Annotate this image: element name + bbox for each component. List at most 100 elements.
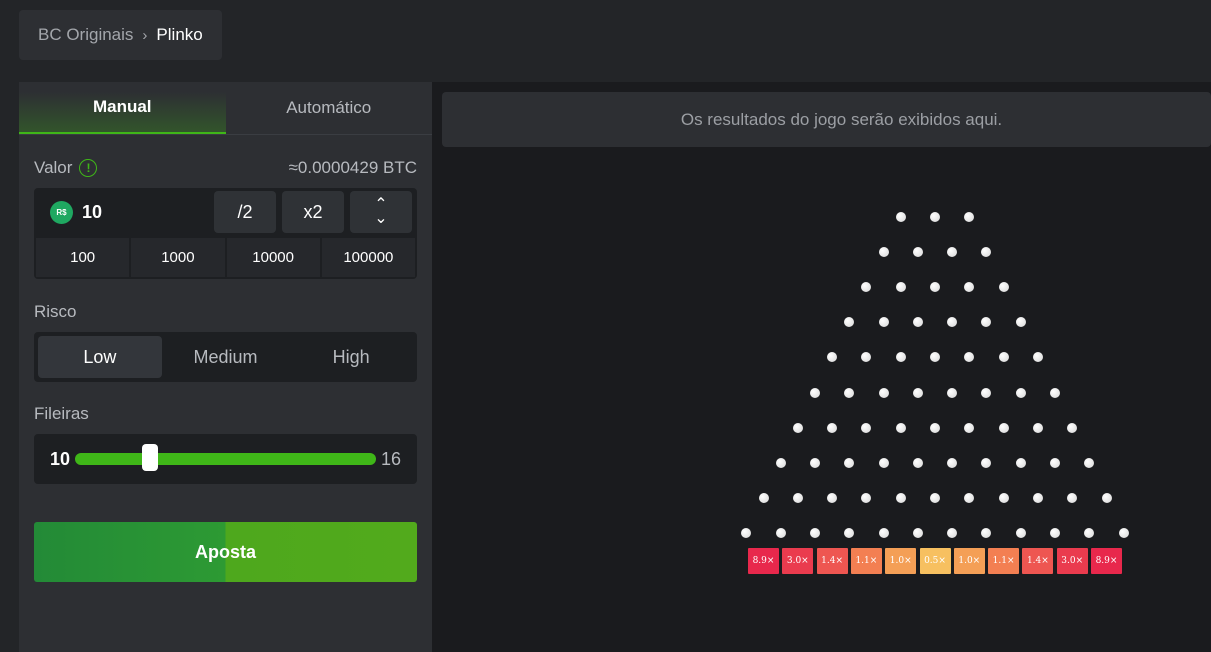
plinko-pin — [1084, 527, 1095, 538]
breadcrumb-link-bc-originais[interactable]: BC Originais — [38, 25, 134, 44]
results-placeholder: Os resultados do jogo serão exibidos aqu… — [680, 109, 1003, 129]
plinko-pin — [809, 527, 820, 538]
btc-conversion: ≈0.0000429 BTC — [288, 158, 417, 177]
info-icon[interactable]: ! — [79, 159, 98, 177]
preset-10000[interactable]: 10000 — [226, 238, 320, 277]
plinko-pin — [998, 282, 1009, 293]
plinko-pin — [1015, 527, 1026, 538]
rows-max-value: 16 — [380, 449, 401, 469]
plinko-pin — [1101, 492, 1112, 503]
multiplier-slot: 1.1× — [850, 548, 882, 574]
rows-slider-thumb[interactable] — [142, 444, 159, 471]
rows-slider-track[interactable] — [75, 453, 376, 465]
plinko-pin — [964, 282, 975, 293]
results-bar: Os resultados do jogo serão exibidos aqu… — [442, 92, 1211, 147]
plinko-pin — [947, 317, 958, 328]
multiplier-slot: 3.0× — [782, 548, 814, 574]
plinko-pin — [895, 282, 906, 293]
preset-1000[interactable]: 1000 — [131, 238, 225, 277]
plinko-pin — [844, 387, 855, 398]
plinko-pin — [878, 387, 889, 398]
rows-min-value: 10 — [50, 449, 71, 469]
plinko-pin — [1032, 352, 1043, 363]
plinko-pin — [1050, 387, 1061, 398]
double-button[interactable]: x2 — [282, 191, 344, 233]
bet-amount-value: 10 — [82, 201, 103, 222]
plinko-pin — [930, 282, 940, 293]
plinko-pin — [981, 457, 992, 468]
plinko-pin — [792, 422, 803, 433]
preset-100[interactable]: 100 — [36, 238, 130, 277]
risk-low[interactable]: Low — [38, 336, 162, 378]
plinko-pin — [998, 492, 1009, 503]
brl-coin-icon: R$ — [50, 200, 73, 224]
tab-manual[interactable]: Manual — [19, 82, 226, 134]
multiplier-slot: 1.0× — [885, 548, 917, 574]
plinko-pin — [895, 352, 906, 363]
rows-slider-box: 10 16 — [34, 434, 417, 484]
plinko-pin — [895, 422, 906, 433]
multiplier-slot: 8.9× — [1091, 548, 1122, 574]
multiplier-slot: 3.0× — [1056, 548, 1088, 574]
bet-amount-label-row: Valor ! — [34, 158, 98, 178]
bet-button[interactable]: Aposta — [34, 522, 417, 582]
bet-amount-input[interactable]: R$ 10 — [37, 191, 212, 233]
plinko-pin — [878, 247, 889, 258]
plinko-pin — [981, 247, 992, 258]
multiplier-slot: 1.4× — [1022, 548, 1054, 574]
plinko-pin — [861, 422, 872, 433]
plinko-pin — [844, 527, 855, 538]
tab-automatic[interactable]: Automático — [286, 98, 372, 117]
bet-amount-box: R$ 10 /2 x2 ⌃ ⌄ 100 1000 10000 100000 — [34, 188, 417, 279]
multiplier-slot: 1.0× — [953, 548, 985, 574]
halve-button[interactable]: /2 — [214, 191, 276, 233]
plinko-pin — [792, 492, 803, 503]
plinko-pin — [912, 317, 923, 328]
plinko-pin — [964, 492, 975, 503]
plinko-pin — [1050, 527, 1061, 538]
chevron-up-icon[interactable]: ⌃ — [374, 196, 388, 213]
plinko-pin — [844, 457, 855, 468]
rows-label: Fileiras — [34, 404, 89, 423]
risk-medium[interactable]: Medium — [193, 346, 258, 367]
plinko-pin — [827, 352, 838, 363]
plinko-pin — [981, 387, 992, 398]
adjust-stepper[interactable]: ⌃ ⌄ — [350, 191, 412, 233]
plinko-pin — [809, 387, 820, 398]
plinko-pin — [912, 527, 923, 538]
risk-selector: Low Medium High — [34, 332, 417, 382]
plinko-pin — [930, 492, 940, 503]
plinko-pin — [964, 212, 975, 222]
plinko-pin — [861, 282, 872, 293]
bet-amount-label: Valor — [34, 158, 73, 177]
plinko-board: Os resultados do jogo serão exibidos aqu… — [432, 82, 1211, 652]
plinko-pin — [912, 387, 923, 398]
plinko-pin — [809, 457, 820, 468]
plinko-pin — [878, 457, 889, 468]
plinko-pin — [930, 212, 940, 222]
plinko-pin — [912, 457, 923, 468]
chevron-down-icon[interactable]: ⌄ — [374, 210, 388, 227]
plinko-pin — [930, 422, 940, 433]
chevron-right-icon: › — [142, 26, 148, 44]
plinko-pin — [775, 527, 786, 538]
multiplier-slot: 8.9× — [748, 548, 779, 574]
risk-high[interactable]: High — [332, 346, 370, 367]
plinko-pin — [947, 247, 958, 258]
plinko-pin — [844, 317, 855, 328]
risk-label: Risco — [34, 302, 77, 321]
plinko-pin — [998, 352, 1009, 363]
plinko-pin — [1015, 387, 1026, 398]
plinko-pin — [947, 457, 958, 468]
plinko-pin — [827, 492, 838, 503]
mode-tabs: Manual Automático — [19, 82, 432, 135]
preset-100000[interactable]: 100000 — [321, 238, 415, 277]
plinko-pin — [1032, 492, 1043, 503]
breadcrumb: BC Originais › Plinko — [19, 10, 222, 60]
multiplier-slot: 0.5× — [919, 548, 951, 574]
plinko-pin — [758, 492, 769, 503]
plinko-pin — [1015, 317, 1026, 328]
plinko-pin — [930, 352, 940, 363]
plinko-pin — [861, 352, 872, 363]
plinko-pin — [775, 457, 786, 468]
